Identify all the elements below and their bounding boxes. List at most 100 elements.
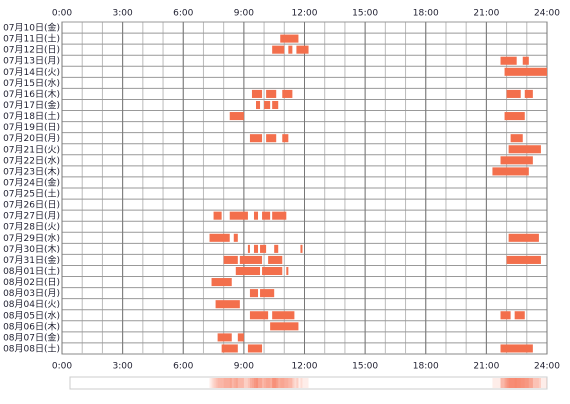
heat-segment	[524, 378, 533, 388]
heat-segment	[514, 378, 525, 388]
activity-bar	[300, 244, 303, 253]
heat-segment	[274, 378, 279, 388]
heat-segment	[282, 378, 293, 388]
x-tick-label-bottom: 15:00	[352, 362, 378, 372]
heat-segment	[268, 378, 283, 388]
activity-bar	[229, 112, 244, 121]
heat-segment	[262, 378, 271, 388]
heat-segment	[235, 378, 261, 388]
row-label: 07月30日(木)	[3, 243, 60, 255]
heat-segment	[272, 378, 279, 388]
activity-bar	[522, 56, 529, 65]
activity-bar	[237, 333, 244, 342]
activity-bar	[500, 344, 533, 353]
heat-segment	[266, 378, 277, 388]
heat-segment	[247, 378, 263, 388]
x-tick-label-top: 3:00	[113, 9, 133, 19]
heat-segment	[247, 378, 250, 388]
row-label: 07月24日(金)	[3, 176, 60, 188]
activity-bar	[272, 311, 295, 320]
heat-segment	[500, 378, 533, 388]
heat-segment	[249, 378, 269, 388]
heat-segment	[213, 378, 222, 388]
heat-segment	[223, 378, 238, 388]
heat-segment	[272, 378, 295, 388]
heat-segment	[508, 378, 541, 388]
row-label: 07月23日(木)	[3, 165, 60, 177]
row-label: 08月04日(火)	[3, 299, 60, 310]
activity-bar	[239, 255, 263, 264]
activity-bar	[508, 145, 541, 154]
heat-segment	[286, 378, 289, 388]
heat-segment	[249, 378, 259, 388]
heat-segment	[253, 378, 259, 388]
row-label: 07月28日(火)	[3, 222, 60, 233]
activity-bar	[253, 211, 259, 220]
activity-bar	[235, 266, 261, 276]
x-tick-label-bottom: 0:00	[52, 362, 72, 372]
heat-segment	[504, 378, 525, 388]
row-label: 07月20日(月)	[3, 133, 60, 144]
activity-bar	[249, 289, 259, 298]
heat-segment	[266, 378, 277, 388]
activity-bar	[506, 255, 541, 264]
heat-segment	[233, 378, 238, 388]
row-label: 07月25日(土)	[3, 188, 60, 200]
row-label: 08月07日(金)	[3, 331, 60, 343]
heat-segment	[296, 378, 309, 388]
activity-bar	[247, 344, 263, 353]
activity-bar	[266, 89, 277, 98]
heat-segment	[239, 378, 263, 388]
row-label: 07月18日(土)	[3, 110, 60, 122]
row-label: 08月03日(月)	[3, 288, 60, 299]
heat-segment	[209, 378, 230, 388]
x-tick-label-bottom: 9:00	[234, 362, 254, 372]
heat-segment	[300, 378, 303, 388]
row-label: 07月17日(金)	[3, 99, 60, 111]
activity-bar	[492, 167, 529, 176]
heat-segment	[510, 378, 523, 388]
x-tick-label-top: 12:00	[292, 9, 318, 19]
row-label: 08月06日(木)	[3, 320, 60, 332]
activity-bar	[280, 34, 299, 43]
row-label: 07月15日(水)	[3, 77, 60, 89]
activity-bar	[282, 134, 289, 143]
heat-segment	[251, 378, 263, 388]
row-label: 08月08日(土)	[3, 342, 60, 354]
x-tick-label-top: 6:00	[173, 9, 193, 19]
activity-bar	[249, 311, 269, 320]
row-label: 08月02日(日)	[3, 277, 60, 288]
x-tick-label-top: 0:00	[52, 9, 72, 19]
row-label: 08月05日(水)	[3, 309, 60, 321]
heat-segment	[272, 378, 287, 388]
activity-bar	[274, 244, 279, 253]
heat-segment	[229, 378, 248, 388]
row-label: 07月16日(木)	[3, 88, 60, 100]
row-label: 07月22日(水)	[3, 154, 60, 166]
activity-bar	[215, 300, 240, 309]
activity-bar	[282, 89, 293, 98]
activity-bar	[514, 311, 525, 320]
row-label: 07月10日(金)	[3, 22, 60, 34]
activity-bar	[256, 100, 261, 110]
x-tick-label-bottom: 12:00	[292, 362, 318, 372]
heat-segment	[249, 378, 263, 388]
row-label: 07月12日(日)	[3, 45, 60, 56]
heat-segment	[280, 378, 299, 388]
activity-bar	[270, 322, 299, 331]
heat-segment	[253, 378, 259, 388]
activity-bar	[500, 56, 517, 65]
heat-segment	[211, 378, 232, 388]
heat-segment	[237, 378, 244, 388]
activity-bar	[221, 344, 238, 353]
row-label: 07月27日(月)	[3, 211, 60, 222]
x-tick-label-bottom: 18:00	[413, 362, 439, 372]
activity-bar	[286, 266, 289, 276]
heat-segment	[504, 378, 547, 388]
activity-bar	[260, 244, 267, 253]
heat-segment	[500, 378, 511, 388]
row-label: 07月29日(水)	[3, 232, 60, 244]
heat-segment	[272, 378, 285, 388]
activity-bar	[262, 266, 283, 276]
